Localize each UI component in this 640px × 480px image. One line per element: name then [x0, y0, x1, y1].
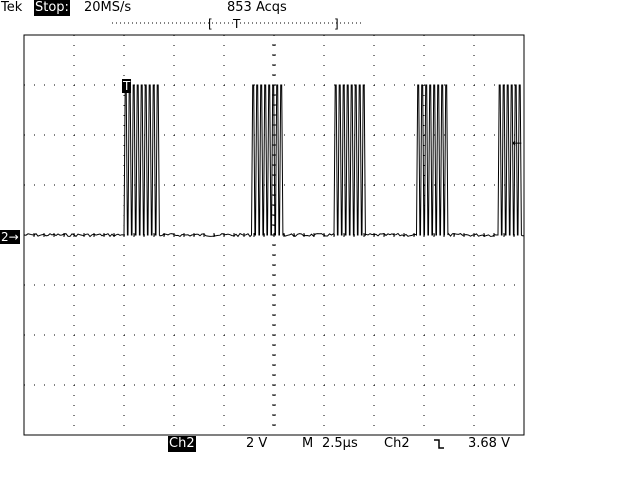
volts-per-div: 2 V: [246, 436, 268, 451]
trigger-marker: T: [122, 79, 132, 93]
trigger-position-label: T: [233, 17, 241, 31]
waveform-trace: [23, 84, 525, 238]
channel-2-ground-marker: 2→: [0, 230, 20, 244]
trigger-position-bracket-left: [: [208, 17, 213, 31]
channel-2-trace: [23, 84, 525, 238]
channel-label: Ch2: [168, 436, 196, 452]
run-state-label: Stop:: [34, 0, 70, 16]
falling-edge-icon: [434, 439, 444, 449]
acquisition-count: 853 Acqs: [227, 0, 287, 15]
trigger-source: Ch2: [384, 436, 410, 451]
trigger-level: 3.68 V: [468, 436, 510, 451]
trigger-position-bracket-right: ]: [334, 17, 339, 31]
timebase-prefix: M: [302, 436, 314, 451]
trigger-level-marker: ←: [512, 136, 523, 150]
sample-rate-label: 20MS/s: [84, 0, 132, 15]
time-per-div: 2.5µs: [322, 436, 358, 451]
brand-label: Tek: [1, 0, 23, 15]
